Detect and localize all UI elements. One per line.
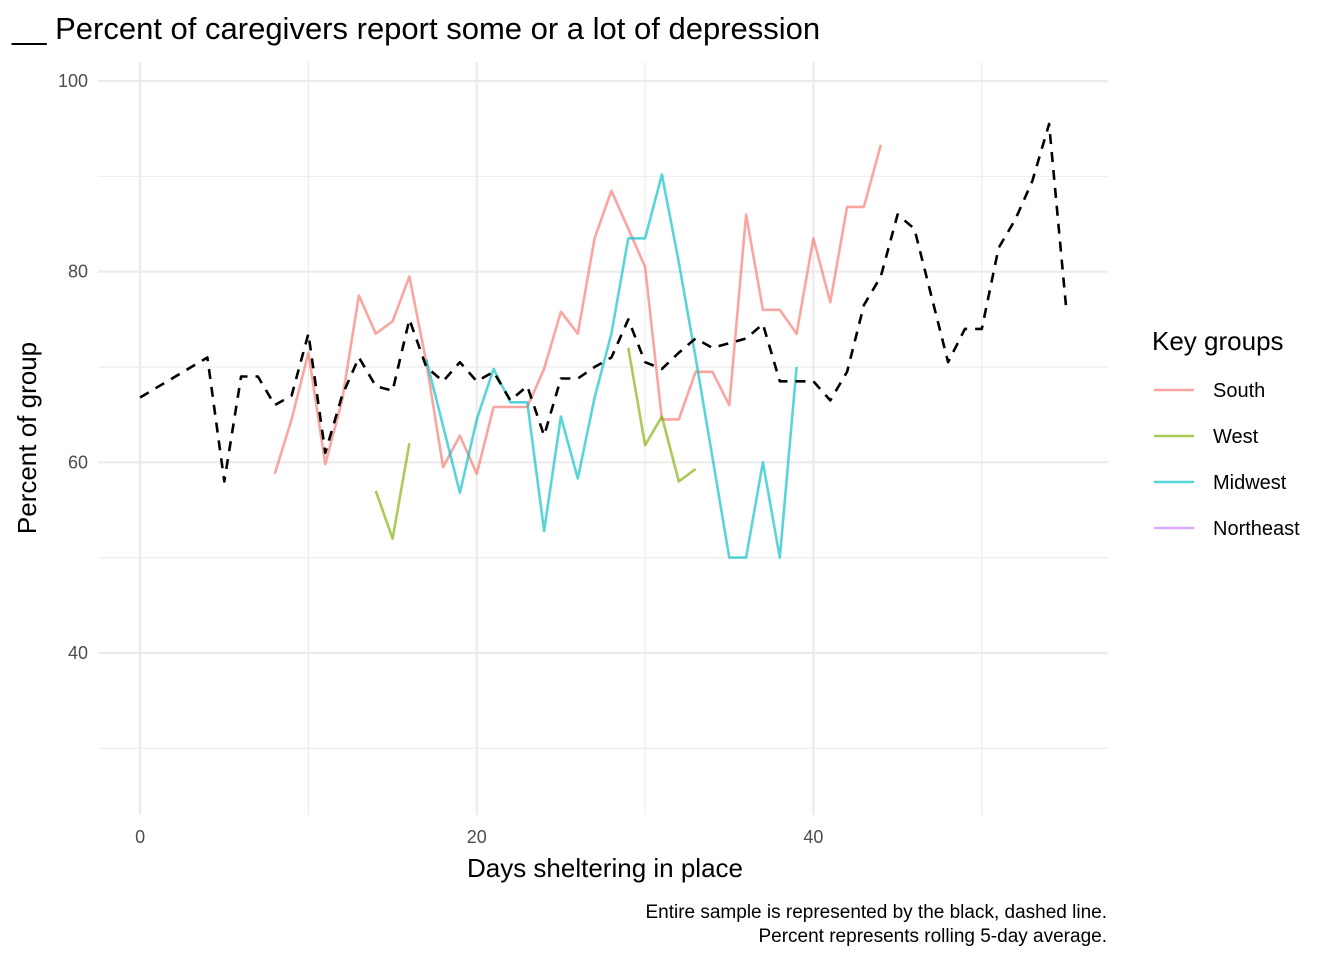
series-line-west	[374, 443, 411, 540]
legend-label-northeast: Northeast	[1213, 518, 1300, 540]
legend-label-west: West	[1213, 426, 1259, 448]
legend-title: Key groups	[1152, 326, 1284, 356]
axis-tick-labels: 0 20 40 40 60 80 100	[58, 71, 823, 847]
series-line-west	[627, 347, 697, 483]
x-tick-label: 20	[467, 827, 487, 847]
series-lines	[139, 122, 1068, 559]
series-line-south	[273, 144, 883, 476]
grid	[98, 62, 1108, 815]
series-line-midwest	[425, 173, 798, 559]
chart-title: __ Percent of caregivers report some or …	[11, 11, 820, 46]
y-tick-label: 40	[68, 643, 88, 663]
overall-sample-line	[139, 122, 1068, 483]
y-tick-label: 80	[68, 262, 88, 282]
y-axis-title: Percent of group	[12, 342, 42, 534]
legend-label-south: South	[1213, 380, 1265, 402]
legend: Key groups South West Midwest Northeast	[1152, 326, 1300, 540]
caption-line-1: Entire sample is represented by the blac…	[645, 902, 1107, 923]
legend-label-midwest: Midwest	[1213, 472, 1287, 494]
y-tick-label: 100	[58, 71, 88, 91]
x-axis-title: Days sheltering in place	[467, 853, 743, 883]
caption-line-2: Percent represents rolling 5-day average…	[758, 926, 1107, 947]
x-tick-label: 40	[803, 827, 823, 847]
y-tick-label: 60	[68, 452, 88, 472]
x-tick-label: 0	[135, 827, 145, 847]
